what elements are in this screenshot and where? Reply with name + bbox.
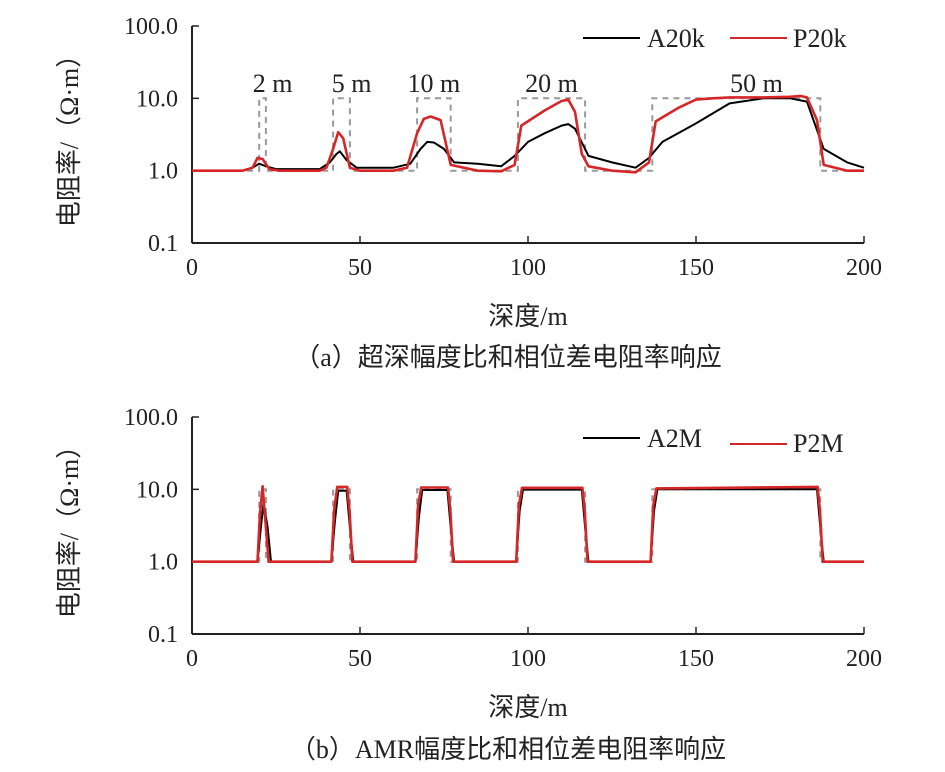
series-line-P2M <box>192 484 864 564</box>
y-tick-label: 10.0 <box>136 86 178 112</box>
x-tick-label: 150 <box>678 255 714 281</box>
x-axis-label: 深度/m <box>488 302 567 331</box>
legend-label: P2M <box>793 429 844 458</box>
x-tick-label: 150 <box>678 646 714 672</box>
x-tick-label: 0 <box>186 646 198 672</box>
series-line-P20k <box>192 94 864 174</box>
block-thickness-label: 2 m <box>253 69 293 98</box>
legend-label: A2M <box>647 424 702 453</box>
chart-panel-a: 0 50 100 150 200 0.1 1.0 10.0 100.0 深度/m 电阻率/（Ω·m）… <box>55 14 882 372</box>
y-tick-label: 1.0 <box>148 159 178 185</box>
x-tick-label: 100 <box>510 646 546 672</box>
y-axis-label: 电阻率/（Ω·m） <box>55 433 84 618</box>
legend: A20k P20k <box>583 24 846 53</box>
legend-label: P20k <box>793 24 846 53</box>
x-axis-label: 深度/m <box>488 693 567 722</box>
legend: A2M P2M <box>583 424 844 458</box>
model-dashed-line <box>192 488 864 563</box>
panel-caption: （b）AMR幅度比和相位差电阻率响应 <box>290 735 726 764</box>
block-thickness-label: 50 m <box>730 69 783 98</box>
block-thickness-label: 10 m <box>408 69 461 98</box>
x-tick-label: 0 <box>186 255 198 281</box>
y-axis-label: 电阻率/（Ω·m） <box>55 42 84 227</box>
y-tick-label: 0.1 <box>148 622 178 648</box>
block-thickness-label: 5 m <box>332 69 372 98</box>
y-tick-label: 1.0 <box>148 550 178 576</box>
y-tick-label: 100.0 <box>124 405 178 431</box>
x-tick-label: 50 <box>348 255 372 281</box>
legend-label: A20k <box>647 24 705 53</box>
x-tick-label: 200 <box>846 255 882 281</box>
chart-panel-b: 0 50 100 150 200 0.1 1.0 10.0 100.0 深度/m 电阻率/（Ω·m）… <box>55 405 882 764</box>
y-tick-label: 100.0 <box>124 14 178 40</box>
block-thickness-label: 20 m <box>525 69 578 98</box>
model-dashed-line <box>192 97 864 172</box>
y-tick-label: 10.0 <box>136 477 178 503</box>
y-tick-label: 0.1 <box>148 231 178 257</box>
series-line-A20k <box>192 97 865 172</box>
series-line-A2M <box>192 488 864 563</box>
x-tick-label: 50 <box>348 646 372 672</box>
x-tick-label: 100 <box>510 255 546 281</box>
panel-caption: （a）超深幅度比和相位差电阻率响应 <box>294 343 722 372</box>
x-tick-label: 200 <box>846 646 882 672</box>
